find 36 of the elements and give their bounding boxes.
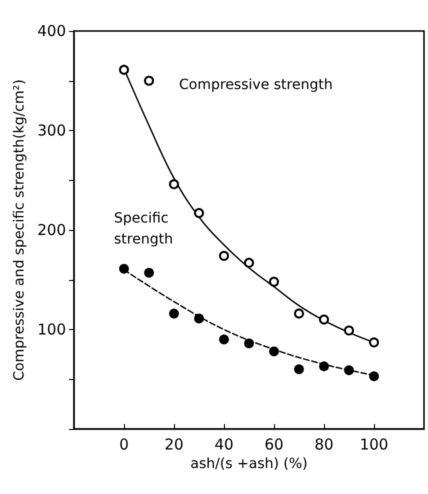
point (294, 308, 304, 319)
y-tick-label: 100 (37, 320, 66, 338)
point (119, 64, 129, 75)
x-tick-label: 60 (264, 436, 284, 454)
point (219, 250, 229, 261)
point (344, 365, 354, 376)
point (144, 76, 154, 86)
point (344, 325, 354, 336)
point (219, 334, 229, 344)
point (319, 314, 329, 325)
point (244, 338, 254, 348)
x-axis-title: ash/(s +ash) (%) (190, 456, 308, 472)
point (294, 364, 304, 374)
series-label: Specific strength (114, 210, 173, 248)
point (244, 258, 254, 268)
x-tick-label: 80 (314, 436, 334, 454)
series-label: Compressive strength (179, 76, 333, 93)
point (169, 179, 179, 190)
y-axis-title: Compressive and specific strength(kg/cm²) (11, 79, 28, 381)
y-tick-label: 300 (37, 122, 66, 140)
x-tick-label: 20 (164, 436, 184, 454)
point (194, 208, 204, 218)
point (269, 276, 279, 287)
y-tick-label: 200 (37, 221, 66, 239)
x-tick-label: 40 (214, 436, 234, 454)
x-tick-label: 100 (360, 436, 388, 454)
y-tick-label: 400 (37, 22, 66, 40)
point (319, 361, 329, 372)
x-tick-label: 0 (119, 436, 129, 454)
point (369, 371, 379, 382)
point (194, 314, 204, 324)
point (144, 268, 154, 278)
point (369, 337, 379, 348)
point (119, 264, 129, 274)
point (269, 346, 279, 356)
point (169, 308, 179, 318)
